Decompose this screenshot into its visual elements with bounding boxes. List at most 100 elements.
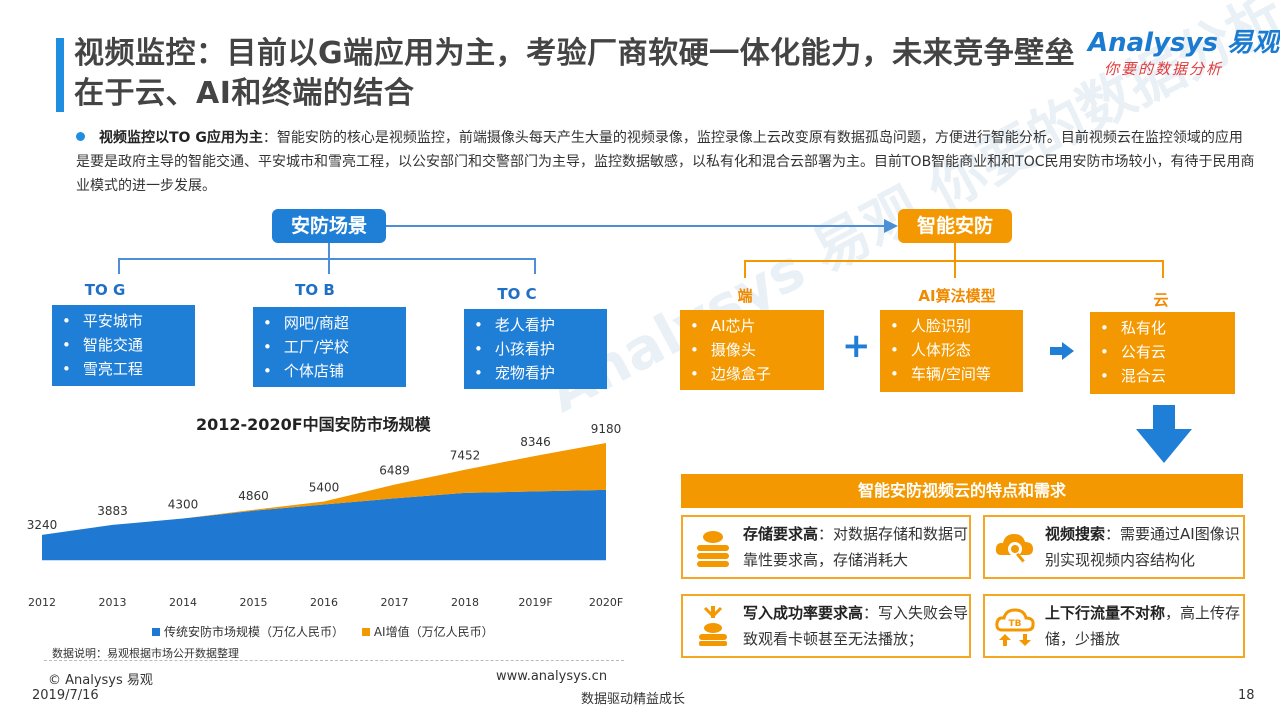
tb-cloud-icon: TB: [995, 608, 1035, 646]
data-label: 6489: [379, 464, 410, 478]
brand-slogan: 你要的数据分析: [1104, 60, 1224, 78]
branch-line: [328, 243, 330, 259]
list-item: 小孩看护: [474, 337, 607, 361]
slogan: 数据驱动精益成长: [581, 692, 686, 707]
tb-label: TB: [1009, 619, 1022, 629]
security-scenario-header: 安防场景: [272, 209, 386, 243]
arrow-right-icon: [1050, 342, 1074, 360]
list-item: 平安城市: [62, 309, 195, 333]
write-icon: [699, 606, 727, 646]
list-item: 雪亮工程: [62, 357, 195, 381]
series-ai-area: [42, 442, 606, 535]
branch-line: [118, 258, 120, 274]
data-label: 4300: [168, 497, 199, 511]
date: 2019/7/16: [32, 688, 99, 703]
storage-icon: [697, 531, 729, 567]
bullet-icon: [76, 132, 85, 141]
x-tick-label: 2015: [240, 596, 268, 609]
feature-desc: ，高上传存储，少播放: [1045, 604, 1241, 648]
x-tick-label: 2017: [381, 596, 409, 609]
connector-arrow-icon: [884, 219, 898, 233]
list-item: 边缘盒子: [690, 362, 824, 386]
legend-label-traditional: 传统安防市场规模（万亿人民币）: [164, 625, 345, 639]
list-item: 智能交通: [62, 333, 195, 357]
category-to-b: TO B: [295, 281, 335, 299]
data-note: 数据说明：易观根据市场公开数据整理: [52, 647, 239, 660]
page-number: 18: [1238, 688, 1255, 703]
feature-card-traffic: TB 上下行流量不对称，高上传存储，少播放: [983, 594, 1245, 658]
list-item: 人体形态: [890, 338, 1023, 362]
feature-desc: ：对数据存储和数据可靠性要求高，存储消耗大: [743, 525, 969, 569]
x-tick-label: 2016: [310, 596, 338, 609]
x-tick-label: 2019F: [518, 596, 552, 609]
arrow-down-icon: [1136, 405, 1192, 463]
feature-text: 上下行流量不对称，高上传存储，少播放: [1045, 600, 1241, 652]
to-c-box: 老人看护 小孩看护 宠物看护: [464, 309, 607, 389]
list-item: 宠物看护: [474, 361, 607, 385]
x-tick-label: 2013: [99, 596, 127, 609]
branch-line: [954, 243, 956, 261]
list-item: 私有化: [1100, 316, 1235, 340]
x-tick-label: 2012: [28, 596, 56, 609]
feature-title: 视频搜索: [1045, 525, 1106, 543]
title-accent-bar: [56, 38, 64, 112]
data-label: 3883: [97, 504, 128, 518]
feature-title: 写入成功率要求高: [743, 604, 864, 622]
description-bold: 视频监控以TO G应用为主: [99, 130, 263, 146]
branch-line: [118, 258, 536, 260]
terminal-box: AI芯片 摄像头 边缘盒子: [680, 310, 824, 390]
x-tick-label: 2018: [451, 596, 479, 609]
legend-label-ai: AI增值（万亿人民币）: [373, 625, 494, 639]
divider: [44, 660, 624, 661]
smart-security-header: 智能安防: [898, 209, 1012, 243]
list-item: 个体店铺: [263, 359, 406, 383]
category-cloud: 云: [1153, 291, 1169, 309]
list-item: 老人看护: [474, 313, 607, 337]
branch-line: [1162, 260, 1164, 278]
branch-line: [954, 260, 956, 278]
feature-text: 存储要求高：对数据存储和数据可靠性要求高，存储消耗大: [743, 521, 969, 573]
data-label: 3240: [27, 518, 58, 532]
plus-icon: +: [842, 326, 871, 366]
data-label: 9180: [591, 422, 622, 436]
branch-line: [328, 258, 330, 274]
cloud-box: 私有化 公有云 混合云: [1090, 312, 1235, 394]
page-title: 视频监控：目前以G端应用为主，考验厂商软硬一体化能力，未来竞争壁垒在于云、AI和…: [74, 36, 1076, 111]
cloud-search-icon: [995, 534, 1033, 563]
list-item: AI芯片: [690, 314, 824, 338]
category-to-g: TO G: [84, 281, 126, 299]
list-item: 车辆/空间等: [890, 362, 1023, 386]
list-item: 公有云: [1100, 340, 1235, 364]
chart-legend: 传统安防市场规模（万亿人民币） AI增值（万亿人民币）: [152, 623, 572, 640]
description-text: ：智能安防的核心是视频监控，前端摄像头每天产生大量的视频录像，监控录像上云改变原…: [76, 130, 1255, 194]
feature-card-storage: 存储要求高：对数据存储和数据可靠性要求高，存储消耗大: [681, 515, 971, 579]
feature-card-write: 写入成功率要求高：写入失败会导致观看卡顿甚至无法播放；: [681, 594, 971, 658]
category-terminal: 端: [737, 287, 753, 305]
feature-title: 上下行流量不对称: [1045, 604, 1166, 622]
data-label: 4860: [238, 489, 269, 503]
data-label: 7452: [450, 449, 481, 463]
feature-text: 写入成功率要求高：写入失败会导致观看卡顿甚至无法播放；: [743, 600, 969, 652]
list-item: 工厂/学校: [263, 335, 406, 359]
description: 视频监控以TO G应用为主：智能安防的核心是视频监控，前端摄像头每天产生大量的视…: [76, 126, 1256, 198]
x-tick-label: 2014: [169, 596, 197, 609]
connector-line: [386, 225, 886, 227]
feature-title: 存储要求高: [743, 525, 819, 543]
data-label: 5400: [309, 480, 340, 494]
x-tick-label: 2020F: [589, 596, 623, 609]
brand-logo: Analysys 易观: [1088, 28, 1279, 58]
chart-title: 2012-2020F中国安防市场规模: [196, 415, 431, 434]
to-g-box: 平安城市 智能交通 雪亮工程: [52, 305, 195, 386]
series-traditional-area: [42, 489, 606, 561]
branch-line: [744, 260, 746, 278]
legend-swatch-traditional: [152, 628, 160, 636]
feature-desc: ：写入失败会导致观看卡顿甚至无法播放；: [743, 604, 969, 648]
legend-swatch-ai: [361, 628, 370, 636]
category-to-c: TO C: [497, 285, 537, 303]
ai-model-box: 人脸识别 人体形态 车辆/空间等: [880, 310, 1023, 392]
data-label: 8346: [520, 435, 551, 449]
to-b-box: 网吧/商超 工厂/学校 个体店铺: [253, 307, 406, 387]
branch-line: [534, 258, 536, 274]
website-link[interactable]: www.analysys.cn: [496, 669, 608, 684]
list-item: 人脸识别: [890, 314, 1023, 338]
